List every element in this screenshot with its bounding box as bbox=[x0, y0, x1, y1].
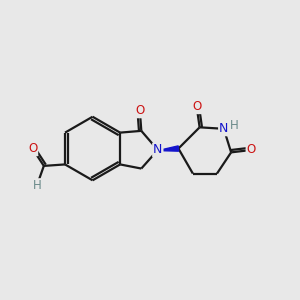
Text: N: N bbox=[219, 122, 229, 135]
Text: O: O bbox=[192, 100, 201, 113]
Text: H: H bbox=[230, 119, 239, 132]
Text: O: O bbox=[247, 143, 256, 157]
Text: O: O bbox=[135, 104, 145, 117]
Text: H: H bbox=[33, 179, 42, 192]
Text: N: N bbox=[153, 143, 163, 157]
Text: O: O bbox=[28, 142, 37, 155]
Polygon shape bbox=[158, 146, 178, 151]
